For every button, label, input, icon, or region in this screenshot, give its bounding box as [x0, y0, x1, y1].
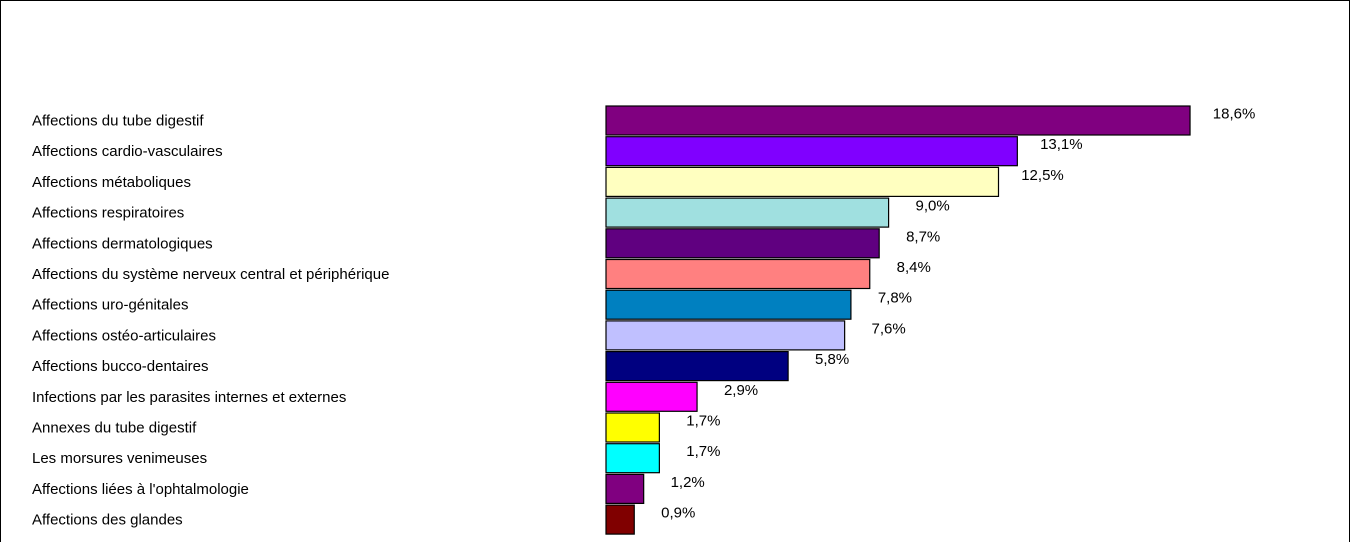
value-label: 1,7% — [686, 443, 720, 460]
category-label: Affections dermatologiques — [32, 235, 213, 252]
value-label: 8,4% — [897, 259, 931, 276]
bar — [605, 105, 1191, 136]
category-label: Les morsures venimeuses — [32, 450, 207, 467]
bar — [605, 136, 1018, 167]
category-label: Affections bucco-dentaires — [32, 358, 209, 375]
value-label: 18,6% — [1213, 106, 1256, 123]
bar — [605, 443, 660, 474]
category-label: Affections métaboliques — [32, 174, 191, 191]
value-label: 13,1% — [1040, 136, 1083, 153]
category-label: Affections uro-génitales — [32, 297, 188, 314]
bar — [605, 320, 846, 351]
category-label: Affections respiratoires — [32, 205, 184, 222]
category-label: Affections du tube digestif — [32, 113, 204, 130]
bar — [605, 228, 880, 259]
category-label: Affections cardio-vasculaires — [32, 143, 223, 160]
category-label: Annexes du tube digestif — [32, 420, 197, 437]
bar — [605, 258, 871, 290]
bar — [605, 504, 635, 535]
bar — [605, 351, 789, 382]
value-label: 2,9% — [724, 382, 758, 399]
bar — [605, 473, 645, 504]
category-label: Affections des glandes — [32, 512, 183, 529]
category-label: Affections du système nerveux central et… — [32, 266, 389, 283]
value-label: 9,0% — [915, 198, 949, 215]
value-label: 8,7% — [906, 228, 940, 245]
value-label: 0,9% — [661, 505, 695, 522]
category-label: Affections liées à l'ophtalmologie — [32, 481, 249, 498]
value-label: 7,6% — [872, 320, 906, 337]
bar — [605, 197, 890, 228]
bar — [605, 289, 852, 320]
bar — [605, 412, 660, 443]
value-label: 1,7% — [686, 413, 720, 430]
value-label: 5,8% — [815, 351, 849, 368]
category-label: Affections ostéo-articulaires — [32, 327, 216, 344]
value-label: 1,2% — [671, 474, 705, 491]
bar — [605, 381, 698, 412]
bar — [605, 166, 1000, 197]
category-label: Infections par les parasites internes et… — [32, 389, 346, 406]
value-label: 12,5% — [1021, 167, 1064, 184]
value-label: 7,8% — [878, 290, 912, 307]
